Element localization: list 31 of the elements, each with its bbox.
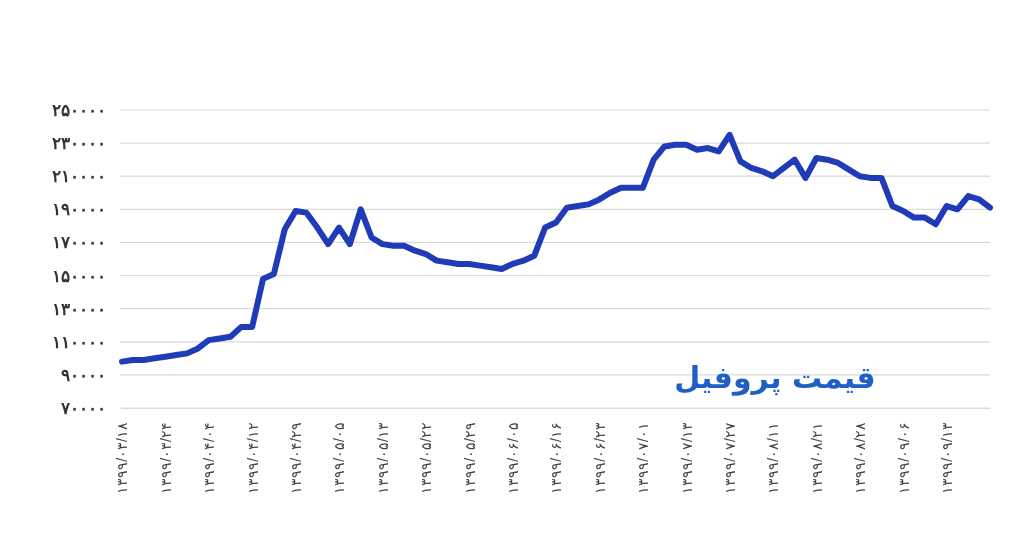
x-tick-label: ۱۳۹۹/۰۳/۱۸ [114,422,131,494]
x-tick-label: ۱۳۹۹/۰۴/۱۲ [244,422,261,494]
x-tick-label: ۱۳۹۹/۰۷/۲۷ [722,422,738,494]
y-tick-label: ۹۰۰۰۰ [61,365,106,385]
x-tick-label: ۱۳۹۹/۰۶/۲۳ [591,422,608,494]
x-tick-label: ۱۳۹۹/۰۹/۰۶ [895,422,912,494]
y-tick-label: ۱۳۰۰۰۰ [52,299,106,319]
x-tick-label: ۱۳۹۹/۰۹/۱۳ [939,422,955,494]
x-tick-label: ۱۳۹۹/۰۷/۱۳ [678,422,695,494]
text: قیمت پروفیل [674,360,876,396]
y-tick-label: ۱۵۰۰۰۰ [52,266,106,286]
y-tick-label: ۲۳۰۰۰۰ [52,134,106,154]
x-tick-label: ۱۳۹۹/۰۵/۰۵ [331,422,348,494]
y-tick-label: ۱۷۰۰۰۰ [52,233,106,253]
x-tick-label: ۱۳۹۹/۰۳/۲۴ [157,422,174,494]
x-tick-label: ۱۳۹۹/۰۵/۲۹ [461,422,478,494]
x-tick-label: ۱۳۹۹/۰۶/۰۵ [505,422,521,494]
x-tick-label: ۱۳۹۹/۰۵/۲۲ [418,422,435,494]
y-tick-label: ۱۱۰۰۰۰ [52,332,106,352]
y-tick-label: ۲۱۰۰۰۰ [52,167,106,187]
x-tick-label: ۱۳۹۹/۰۵/۱۳ [374,422,391,494]
y-tick-label: ۲۵۰۰۰۰ [52,100,106,120]
x-tick-label: ۱۳۹۹/۰۷/۰۱ [635,422,652,494]
y-tick-label: ۷۰۰۰۰ [60,398,106,418]
x-tick-label: ۱۳۹۹/۰۸/۱۱ [765,422,782,494]
y-tick-label: ۱۹۰۰۰۰ [52,200,106,220]
x-tick-label: ۱۳۹۹/۰۴/۲۹ [288,422,304,494]
x-tick-label: ۱۳۹۹/۰۸/۲۸ [852,422,869,494]
x-tick-label: ۱۳۹۹/۰۸/۲۱ [808,422,825,494]
x-tick-label: ۱۳۹۹/۰۶/۱۶ [548,422,565,494]
x-tick-label: ۱۳۹۹/۰۴/۰۴ [201,422,218,494]
